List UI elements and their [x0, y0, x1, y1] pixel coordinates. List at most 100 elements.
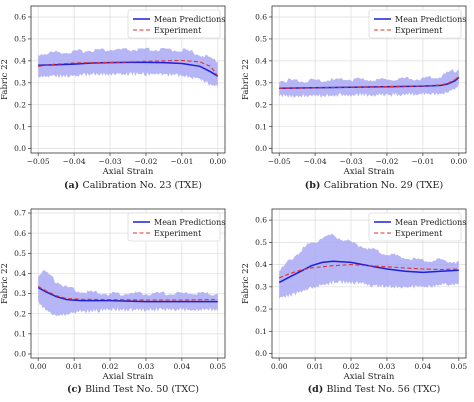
panel-caption: (a) Calibration No. 23 (TXE) — [64, 180, 202, 191]
mean-predictions-line — [37, 286, 218, 303]
chart-panel-3: 0.00 0.01 0.02 0.03 0.04 0.05 0.0 0.1 0.2 0.3 0.4 0… — [0, 208, 226, 395]
x-tick-label: −0.05 — [27, 157, 50, 166]
x-tick-label: 0.03 — [138, 362, 155, 371]
legend-entry: Mean Predictions — [154, 218, 225, 227]
legend: Mean Predictions Experiment — [368, 212, 466, 242]
legend-entry: Mean Predictions — [395, 15, 466, 24]
legend-box — [368, 212, 462, 242]
uncertainty-band — [279, 69, 459, 99]
x-tick-label: 0.02 — [343, 362, 360, 371]
x-tick-label: −0.01 — [170, 157, 193, 166]
x-axis-label: Axial Strain — [343, 167, 395, 177]
y-tick-label: 0.5 — [14, 249, 26, 258]
x-axis-label: Axial Strain — [102, 167, 154, 177]
x-tick-label: −0.01 — [411, 157, 434, 166]
x-tick-label: −0.04 — [63, 157, 86, 166]
mean-predictions-line — [278, 260, 459, 284]
x-tick-label: 0.01 — [307, 362, 324, 371]
x-tick-label: 0.05 — [209, 362, 226, 371]
legend: Mean Predictions Experiment — [368, 9, 466, 39]
y-tick-label: 0.5 — [255, 35, 267, 44]
x-tick-label: 0.03 — [379, 362, 396, 371]
legend-entry: Mean Predictions — [395, 218, 466, 227]
axes-frame — [271, 5, 467, 154]
y-tick-label: 0.2 — [255, 305, 267, 314]
axes-frame — [30, 5, 226, 154]
y-tick-label: 0.2 — [255, 100, 267, 109]
x-tick-label: −0.02 — [134, 157, 157, 166]
y-axis-label: Fabric 22 — [0, 59, 10, 100]
y-tick-label: 0.3 — [14, 78, 26, 87]
caption-letter: (b) — [305, 180, 324, 191]
y-tick-label: 0.6 — [14, 229, 26, 238]
y-tick-label: 0.1 — [14, 329, 26, 338]
uncertainty-band — [38, 270, 218, 317]
chart-panel-4: 0.00 0.01 0.02 0.03 0.04 0.05 0.0 0.1 0.2 0.3 0.4 0… — [241, 208, 467, 395]
y-axis-label: Fabric 22 — [241, 263, 251, 304]
y-tick-label: 0.6 — [14, 13, 26, 22]
y-tick-label: 0.3 — [14, 289, 26, 298]
legend-box — [127, 9, 221, 39]
y-tick-label: 0.2 — [14, 309, 26, 318]
x-tick-label: 0.02 — [102, 362, 119, 371]
legend: Mean Predictions Experiment — [127, 9, 225, 39]
axes-frame — [30, 208, 226, 359]
legend-box — [127, 212, 221, 242]
experiment-line — [38, 59, 219, 77]
axes-frame — [271, 208, 467, 359]
x-tick-label: −0.05 — [268, 157, 291, 166]
x-tick-label: −0.03 — [99, 157, 122, 166]
y-tick-label: 0.1 — [255, 122, 267, 131]
legend-entry: Experiment — [154, 26, 202, 35]
chart-panel-2: −0.05 −0.04 −0.03 −0.02 −0.01 0.00 0.0 0.1 0.2 0.… — [241, 5, 467, 191]
x-tick-label: 0.04 — [174, 362, 191, 371]
y-tick-label: 0.4 — [255, 260, 267, 269]
y-tick-label: 0.0 — [14, 350, 26, 359]
caption-letter: (c) — [67, 384, 85, 395]
experiment-line — [278, 264, 459, 279]
x-axis-label: Axial Strain — [102, 372, 154, 382]
y-tick-label: 0.2 — [14, 100, 26, 109]
y-tick-label: 0.4 — [14, 56, 26, 65]
uncertainty-band — [38, 47, 218, 88]
panel-caption: (b) Calibration No. 29 (TXE) — [305, 180, 443, 191]
experiment-line — [37, 286, 218, 301]
legend: Mean Predictions Experiment — [127, 212, 225, 242]
y-tick-label: 0.4 — [255, 56, 267, 65]
x-tick-label: 0.00 — [30, 362, 47, 371]
x-tick-label: 0.00 — [209, 157, 226, 166]
legend-box — [368, 9, 462, 39]
y-tick-label: 0.6 — [255, 13, 267, 22]
caption-text: Blind Test No. 50 (TXC) — [85, 384, 199, 395]
legend-entry: Experiment — [395, 229, 443, 238]
y-tick-label: 0.1 — [255, 327, 267, 336]
caption-text: Calibration No. 29 (TXE) — [324, 180, 443, 191]
x-tick-label: 0.00 — [450, 157, 467, 166]
y-tick-label: 0.4 — [14, 269, 26, 278]
mean-predictions-line — [38, 61, 219, 77]
panel-caption: (d) Blind Test No. 56 (TXC) — [308, 384, 441, 395]
x-axis-label: Axial Strain — [343, 372, 395, 382]
y-tick-label: 0.5 — [255, 238, 267, 247]
legend-entry: Mean Predictions — [154, 15, 225, 24]
caption-text: Calibration No. 23 (TXE) — [82, 180, 201, 191]
x-tick-label: 0.00 — [271, 362, 288, 371]
y-tick-label: 0.5 — [14, 35, 26, 44]
legend-entry: Experiment — [395, 26, 443, 35]
y-tick-label: 0.3 — [255, 282, 267, 291]
x-tick-label: 0.04 — [415, 362, 432, 371]
y-tick-label: 0.0 — [255, 349, 267, 358]
x-tick-label: 0.05 — [450, 362, 467, 371]
panel-caption: (c) Blind Test No. 50 (TXC) — [67, 384, 199, 395]
y-axis-label: Fabric 22 — [0, 263, 10, 304]
y-tick-label: 0.6 — [255, 216, 267, 225]
chart-panel-1: −0.05 −0.04 −0.03 −0.02 −0.01 0.00 0.0 0.1 0.2 0.… — [0, 5, 226, 191]
caption-letter: (d) — [308, 384, 327, 395]
y-tick-label: 0.7 — [14, 209, 26, 218]
y-axis-label: Fabric 22 — [241, 59, 251, 100]
x-tick-label: −0.03 — [340, 157, 363, 166]
y-tick-label: 0.3 — [255, 78, 267, 87]
y-tick-label: 0.0 — [14, 144, 26, 153]
legend-entry: Experiment — [154, 229, 202, 238]
